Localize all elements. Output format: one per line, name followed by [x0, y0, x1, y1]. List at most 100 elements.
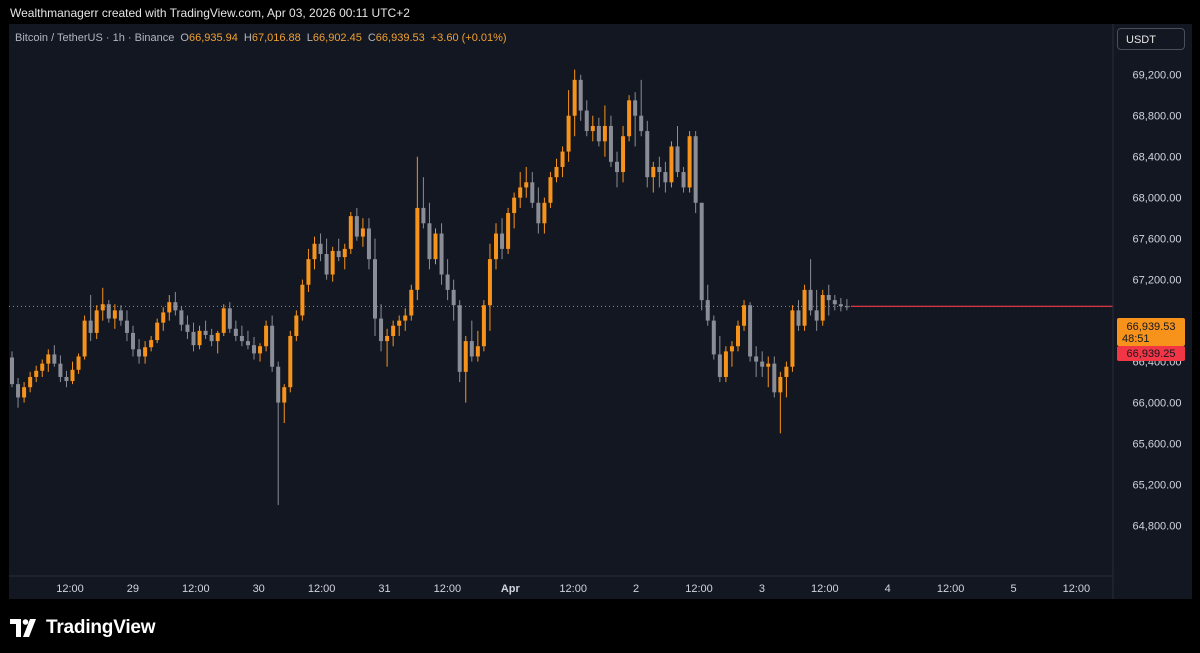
candle-body — [832, 300, 837, 305]
candle-body — [536, 202, 541, 224]
candle — [596, 117, 601, 147]
candle-body — [16, 384, 21, 398]
candle — [318, 233, 323, 262]
candle — [657, 156, 662, 188]
candle-body — [693, 136, 698, 203]
candle — [463, 335, 468, 403]
candle — [542, 197, 547, 234]
candle-body — [137, 349, 142, 357]
candle — [409, 284, 414, 321]
candle — [584, 100, 589, 137]
bid-price-tag — [1117, 346, 1185, 361]
candle-body — [578, 79, 583, 111]
candle — [602, 105, 607, 157]
candle-body — [391, 325, 396, 336]
close-label: C — [367, 32, 376, 44]
candle — [687, 131, 692, 193]
candle-body — [736, 325, 740, 347]
candle-body — [167, 302, 172, 313]
candle-body — [778, 376, 783, 393]
candle — [336, 238, 341, 262]
candle-body — [245, 341, 250, 346]
candle — [711, 315, 716, 360]
candle — [40, 359, 45, 377]
candle — [366, 218, 371, 270]
candle-body — [385, 335, 390, 342]
symbol-legend[interactable]: Bitcoin / TetherUS · 1h · Binance O66,935… — [15, 32, 507, 44]
candle-body — [58, 363, 63, 377]
change-value: +3.60 (+0.01%) — [430, 32, 507, 44]
candle — [330, 246, 335, 282]
candle-body — [518, 187, 523, 198]
candle-body — [675, 146, 680, 173]
candle-body — [143, 347, 148, 357]
candle — [621, 125, 626, 183]
time-tick-label: 12:00 — [308, 583, 336, 595]
candle — [633, 92, 638, 147]
candle — [512, 192, 517, 229]
candle-body — [76, 356, 81, 370]
low-value: 66,902.45 — [312, 32, 362, 44]
candle-body — [469, 341, 474, 357]
candle — [191, 322, 196, 352]
candle — [487, 243, 492, 331]
candle — [536, 187, 541, 234]
candle-body — [742, 305, 747, 326]
candle-body — [784, 366, 789, 377]
candle — [403, 308, 408, 331]
candle-body — [699, 202, 704, 301]
time-scale: 12:00 29 12:00 30 12:00 31 12:00 Apr 12:00 2 12:00… — [56, 583, 1090, 595]
candle — [100, 287, 105, 321]
chart-panel[interactable]: 69,200.00 68,800.00 68,400.00 68,000.00 67,6… — [9, 24, 1192, 599]
close-value: 66,939.53 — [375, 32, 425, 44]
candle-body — [173, 302, 178, 311]
tradingview-logo[interactable]: TradingView — [10, 615, 156, 641]
candle — [52, 345, 57, 367]
candle — [70, 361, 75, 385]
candle — [112, 304, 117, 329]
symbol-label[interactable]: Bitcoin / TetherUS · 1h · Binance — [15, 32, 175, 44]
candle-body — [754, 356, 759, 362]
price-tick-label: 68,000.00 — [1133, 193, 1182, 205]
last-price-tag-value: 66,939.53 — [1127, 321, 1176, 333]
tradingview-brand-text: TradingView — [46, 617, 156, 638]
candle — [131, 325, 135, 357]
candle-body — [70, 369, 75, 382]
candle-body — [439, 233, 444, 275]
candle — [500, 218, 505, 260]
candle-body — [530, 182, 535, 203]
candle — [772, 356, 777, 398]
candle — [645, 120, 650, 188]
candles-layer — [10, 69, 849, 506]
time-tick-label: 12:00 — [1063, 583, 1091, 595]
time-tick-label: 12:00 — [811, 583, 839, 595]
candle-body — [421, 207, 426, 224]
candlestick-chart[interactable]: 69,200.00 68,800.00 68,400.00 68,000.00 67,6… — [9, 24, 1192, 599]
candle — [149, 335, 154, 352]
candle — [88, 295, 93, 342]
candle-body — [336, 250, 341, 258]
candle — [28, 371, 33, 393]
candle — [742, 300, 747, 331]
candle — [22, 382, 27, 403]
candle — [252, 337, 256, 360]
candle-body — [415, 207, 420, 290]
candle — [699, 202, 704, 311]
candle — [717, 335, 722, 383]
candle — [34, 365, 39, 383]
candle-body — [596, 125, 601, 142]
candle-body — [22, 387, 27, 398]
candle-body — [494, 233, 498, 260]
candle — [705, 284, 710, 326]
candle — [348, 212, 353, 255]
candle-body — [554, 166, 559, 178]
candle — [566, 90, 571, 162]
candle-body — [106, 304, 111, 319]
currency-unit-button[interactable]: USDT — [1117, 28, 1185, 50]
candle — [578, 74, 583, 121]
candle-body — [572, 79, 577, 116]
candle-body — [844, 306, 849, 308]
candle — [155, 318, 160, 344]
candle — [276, 361, 281, 506]
price-tick-label: 65,600.00 — [1133, 439, 1182, 451]
